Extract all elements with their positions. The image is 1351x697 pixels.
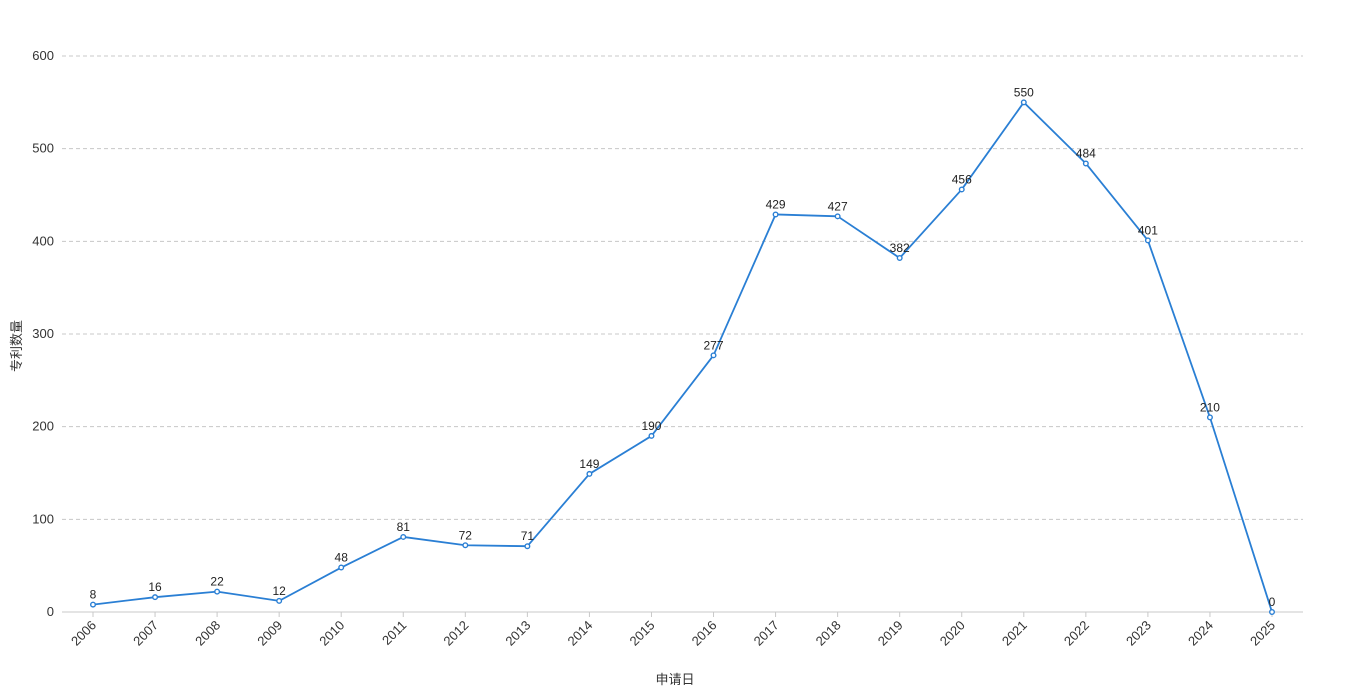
data-label-2015: 190: [641, 419, 661, 433]
data-label-2018: 427: [828, 199, 848, 213]
data-label-2020: 456: [952, 172, 972, 186]
data-point-2019[interactable]: [896, 255, 903, 262]
x-tick-label-2017: 2017: [751, 618, 782, 649]
data-point-2022[interactable]: [1082, 160, 1089, 167]
x-tick-label-2010: 2010: [316, 618, 347, 649]
data-point-2008[interactable]: [214, 588, 221, 595]
x-tick-label-2023: 2023: [1123, 618, 1154, 649]
data-label-2011: 81: [397, 520, 411, 534]
x-tick-label-2013: 2013: [502, 618, 533, 649]
data-label-2025: 0: [1269, 595, 1276, 609]
series-line: [92, 101, 1273, 613]
data-label-2014: 149: [579, 457, 599, 471]
data-point-2014[interactable]: [586, 470, 593, 477]
data-label-2013: 71: [521, 529, 535, 543]
x-tick-label-2008: 2008: [192, 618, 223, 649]
data-label-2009: 12: [272, 584, 286, 598]
data-point-2020[interactable]: [958, 186, 965, 193]
data-label-2010: 48: [335, 551, 349, 565]
x-tick-label-2019: 2019: [875, 618, 906, 649]
x-tick-label-2018: 2018: [813, 618, 844, 649]
data-point-2017[interactable]: [772, 211, 779, 218]
data-label-2006: 8: [90, 588, 97, 602]
x-axis-title: 申请日: [655, 672, 694, 687]
data-point-2015[interactable]: [648, 432, 655, 439]
y-tick-label-100: 100: [32, 511, 54, 526]
data-point-2024[interactable]: [1206, 414, 1213, 421]
data-label-2008: 22: [210, 575, 224, 589]
data-point-2021[interactable]: [1020, 99, 1027, 106]
y-tick-label-300: 300: [32, 326, 54, 341]
series-layer: [89, 99, 1275, 616]
y-tick-label-400: 400: [32, 233, 54, 248]
data-label-2017: 429: [766, 197, 786, 211]
data-label-2024: 210: [1200, 400, 1220, 414]
data-point-2018[interactable]: [834, 213, 841, 220]
x-tick-label-2020: 2020: [937, 618, 968, 649]
data-point-2023[interactable]: [1144, 237, 1151, 244]
y-tick-label-500: 500: [32, 141, 54, 156]
data-label-2019: 382: [890, 241, 910, 255]
data-label-2007: 16: [148, 580, 162, 594]
x-tick-label-2009: 2009: [254, 618, 285, 649]
data-point-2011[interactable]: [400, 533, 407, 540]
x-tick-label-2025: 2025: [1247, 618, 1278, 649]
y-tick-label-200: 200: [32, 419, 54, 434]
data-point-2009[interactable]: [276, 597, 283, 604]
data-label-2016: 277: [704, 338, 724, 352]
y-tick-label-0: 0: [47, 604, 54, 619]
data-point-2007[interactable]: [152, 594, 159, 601]
data-point-2006[interactable]: [89, 601, 96, 608]
data-label-2023: 401: [1138, 223, 1158, 237]
x-tick-label-2011: 2011: [379, 618, 409, 648]
data-labels: 8 16 22 12 48 81 72 71 149 190 277 429 427 382 456 550 4…: [90, 85, 1276, 609]
axes: 0 100 200 300 400 500 600 2006 2007 2008 2009 2010 2…: [32, 48, 1303, 649]
data-label-2012: 72: [459, 528, 473, 542]
x-tick-label-2016: 2016: [689, 618, 720, 649]
data-point-2025[interactable]: [1268, 609, 1275, 616]
data-point-2016[interactable]: [710, 352, 717, 359]
x-tick-label-2024: 2024: [1185, 618, 1216, 649]
data-label-2021: 550: [1014, 85, 1034, 99]
y-axis-title: 专利数量: [9, 320, 24, 372]
x-tick-label-2014: 2014: [564, 618, 595, 649]
data-label-2022: 484: [1076, 146, 1096, 160]
x-tick-label-2012: 2012: [440, 618, 471, 649]
gridlines: [62, 55, 1303, 520]
x-tick-label-2022: 2022: [1061, 618, 1092, 649]
x-tick-label-2021: 2021: [999, 618, 1030, 649]
data-point-2013[interactable]: [524, 543, 531, 550]
data-point-2012[interactable]: [462, 542, 469, 549]
x-tick-label-2007: 2007: [130, 618, 161, 649]
x-tick-label-2006: 2006: [68, 618, 99, 649]
y-tick-label-600: 600: [32, 48, 54, 63]
x-tick-label-2015: 2015: [627, 618, 658, 649]
data-point-2010[interactable]: [338, 564, 345, 571]
